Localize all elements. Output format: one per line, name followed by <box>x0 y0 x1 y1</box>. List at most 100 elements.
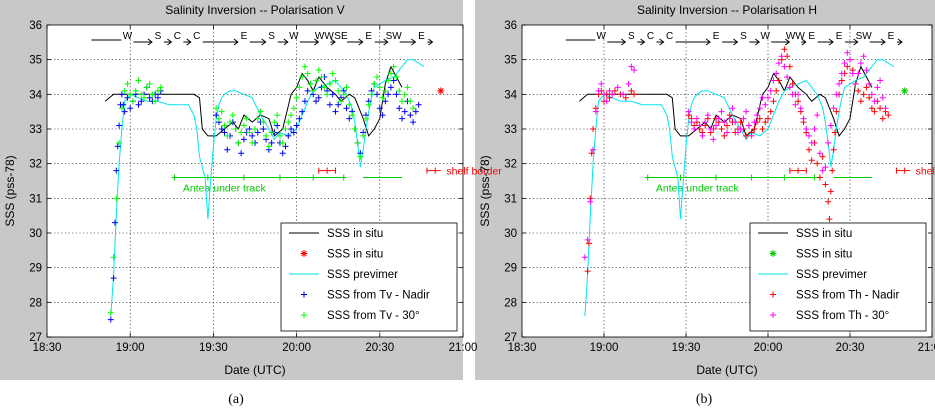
data-point <box>437 87 445 95</box>
data-point <box>773 70 780 77</box>
data-point <box>628 87 635 94</box>
data-point <box>693 115 700 122</box>
panel-a: Salinity Inversion -- Polarisation V SSS… <box>3 3 502 377</box>
wind-arrow-head <box>801 38 807 46</box>
data-point <box>152 98 159 105</box>
legend-entry: SSS from Th - Nadir <box>796 290 899 302</box>
x-tick-label: 21:00 <box>918 342 935 354</box>
data-point <box>855 87 862 94</box>
data-point <box>691 126 698 132</box>
data-point <box>829 167 836 174</box>
data-point <box>335 87 342 94</box>
data-point <box>606 87 613 94</box>
data-point <box>877 77 884 84</box>
data-point <box>143 84 150 91</box>
wind-arrow-head <box>383 38 389 46</box>
y-tick-label: 29 <box>29 263 42 275</box>
data-point <box>614 84 621 91</box>
data-point <box>346 115 353 122</box>
data-point <box>603 98 610 105</box>
data-point <box>268 129 275 136</box>
y-tick-label: 35 <box>29 55 42 67</box>
y-tick-label: 30 <box>504 228 517 240</box>
y-tick-label: 34 <box>29 89 42 101</box>
legend-box <box>280 222 458 332</box>
data-point <box>396 105 403 112</box>
data-point <box>765 115 771 122</box>
legend-entry: SSS in situ <box>796 228 852 240</box>
wind-arrow-head <box>283 38 289 46</box>
data-point <box>631 91 638 98</box>
data-point <box>816 174 823 181</box>
data-point <box>789 91 796 98</box>
data-point <box>390 77 397 84</box>
data-point <box>127 91 134 98</box>
legend-entry: SSS from Th - 30° <box>796 310 889 322</box>
legend-entry: SSS in situ <box>796 249 852 261</box>
x-tick-label: 18:30 <box>33 342 62 354</box>
wind-arrow-head <box>186 38 192 46</box>
data-point <box>329 70 336 77</box>
data-point <box>737 126 744 132</box>
data-point <box>121 108 128 115</box>
x-tick-label: 18:30 <box>508 342 537 354</box>
data-point <box>332 108 339 115</box>
wind-arrow-head <box>428 38 434 46</box>
data-point <box>775 77 782 84</box>
data-point <box>254 115 261 122</box>
data-point <box>863 67 870 74</box>
data-point <box>622 94 629 101</box>
data-point <box>260 119 267 126</box>
data-point <box>857 60 864 67</box>
data-point <box>784 53 791 60</box>
data-point <box>759 126 766 132</box>
wind-arrow-head <box>828 38 834 46</box>
data-point <box>707 126 714 132</box>
wind-label: E <box>365 31 372 42</box>
wind-arrow-head <box>330 38 336 46</box>
data-point <box>588 150 595 157</box>
data-point <box>819 153 826 160</box>
legend-entry: SSS in situ <box>327 228 383 240</box>
data-point <box>595 87 602 94</box>
data-point <box>631 67 638 74</box>
data-point <box>299 108 306 115</box>
data-point <box>726 115 733 122</box>
data-point <box>238 150 245 157</box>
data-point <box>315 67 322 74</box>
data-point <box>860 91 867 98</box>
data-point <box>822 164 829 171</box>
data-point <box>868 105 875 112</box>
data-point <box>762 119 769 126</box>
data-point <box>598 80 605 87</box>
data-point <box>877 105 884 112</box>
data-point <box>770 77 777 84</box>
data-point <box>871 98 878 105</box>
data-point <box>871 108 878 115</box>
data-point <box>879 115 886 122</box>
data-point <box>232 126 239 132</box>
x-tick-label: 19:00 <box>590 342 619 354</box>
data-point <box>797 105 804 112</box>
data-point <box>743 132 750 139</box>
data-point <box>357 153 364 160</box>
data-point <box>868 91 875 98</box>
data-point <box>351 126 358 132</box>
data-point <box>154 87 161 94</box>
data-point <box>786 84 793 91</box>
data-point <box>585 240 592 247</box>
data-point <box>224 132 231 139</box>
wind-label: C <box>174 31 181 42</box>
data-point <box>767 108 774 115</box>
data-point <box>246 129 253 136</box>
data-point <box>146 80 153 87</box>
data-point <box>718 126 725 132</box>
data-point <box>410 119 417 126</box>
data-point <box>827 122 834 129</box>
data-point <box>368 91 375 98</box>
antea-annotation: Antea under track <box>183 183 267 195</box>
data-point <box>831 129 838 136</box>
data-point <box>838 77 845 84</box>
data-point <box>724 122 730 129</box>
data-point <box>252 126 258 132</box>
